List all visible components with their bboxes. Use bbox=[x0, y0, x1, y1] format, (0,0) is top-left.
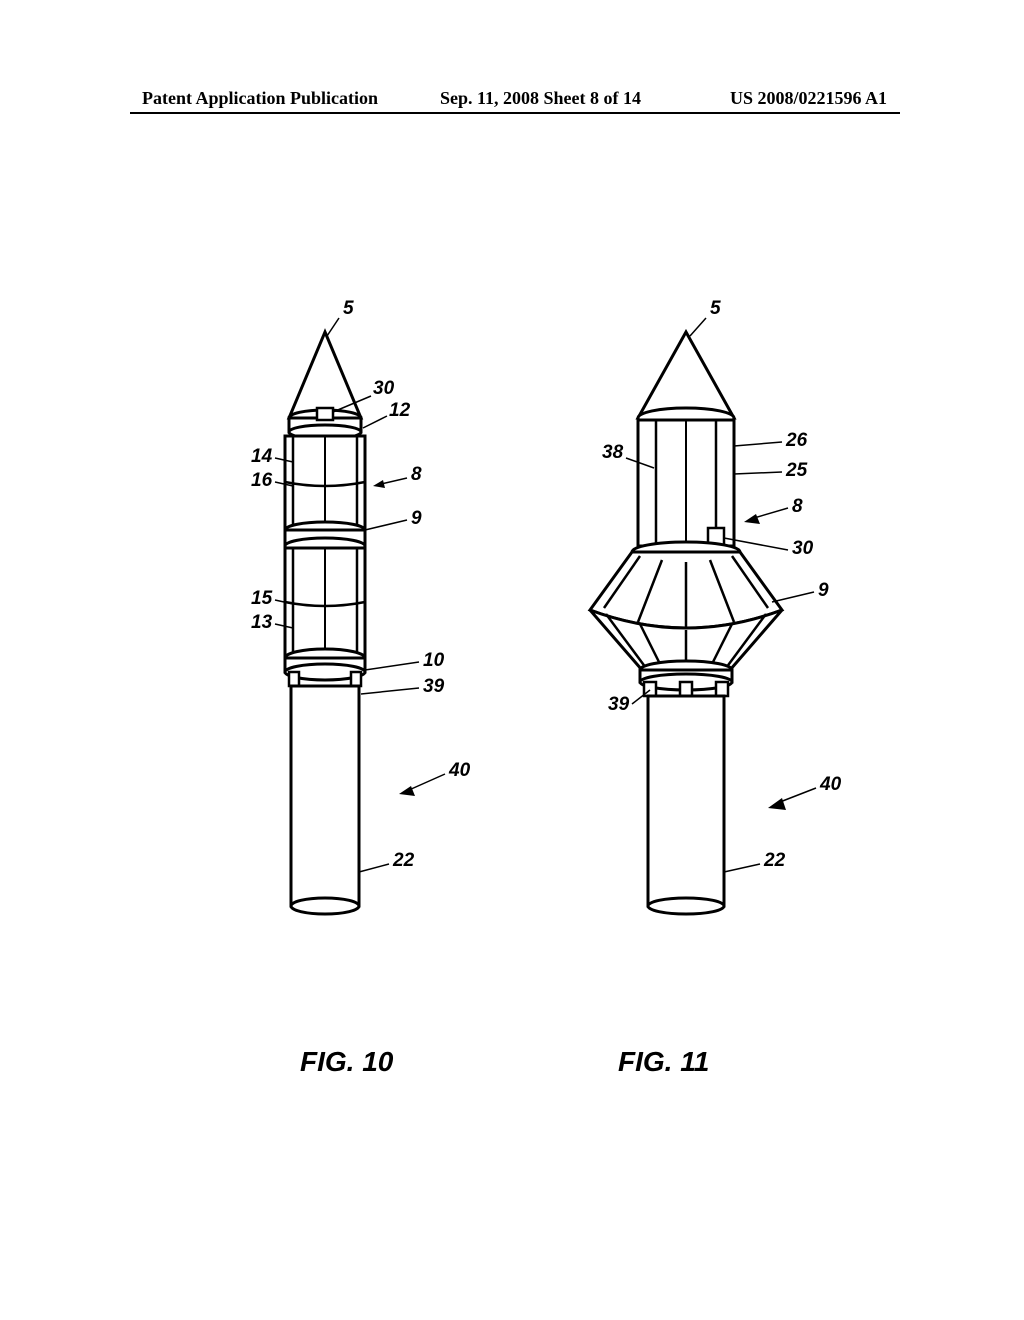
header-divider bbox=[130, 112, 900, 114]
svg-text:9: 9 bbox=[818, 580, 829, 601]
svg-text:10: 10 bbox=[423, 650, 445, 671]
svg-text:40: 40 bbox=[819, 774, 842, 795]
svg-text:22: 22 bbox=[392, 850, 415, 871]
svg-text:9: 9 bbox=[411, 508, 422, 529]
svg-text:8: 8 bbox=[411, 464, 422, 485]
header-docnum: US 2008/0221596 A1 bbox=[730, 88, 887, 109]
svg-text:30: 30 bbox=[373, 378, 395, 399]
header-sheet: Sep. 11, 2008 Sheet 8 of 14 bbox=[440, 88, 641, 109]
svg-text:5: 5 bbox=[343, 298, 354, 319]
fig11-drawing: 5 26 25 38 8 30 9 39 bbox=[590, 298, 842, 914]
svg-text:25: 25 bbox=[785, 460, 808, 481]
figures-svg: 5 30 12 14 16 8 9 15 bbox=[160, 280, 880, 1020]
svg-text:26: 26 bbox=[785, 430, 808, 451]
svg-text:16: 16 bbox=[251, 470, 273, 491]
svg-text:12: 12 bbox=[389, 400, 411, 421]
svg-text:14: 14 bbox=[251, 446, 273, 467]
figures-area: 5 30 12 14 16 8 9 15 bbox=[160, 280, 880, 1020]
svg-text:39: 39 bbox=[423, 676, 445, 697]
svg-text:39: 39 bbox=[608, 694, 630, 715]
fig11-caption: FIG. 11 bbox=[618, 1046, 709, 1078]
svg-text:22: 22 bbox=[763, 850, 786, 871]
header-publication: Patent Application Publication bbox=[142, 88, 378, 109]
fig10-caption: FIG. 10 bbox=[300, 1046, 393, 1078]
svg-text:5: 5 bbox=[710, 298, 721, 319]
fig10-drawing: 5 30 12 14 16 8 9 15 bbox=[251, 298, 471, 914]
patent-page: Patent Application Publication Sep. 11, … bbox=[0, 0, 1024, 1320]
svg-text:30: 30 bbox=[792, 538, 814, 559]
svg-text:13: 13 bbox=[251, 612, 273, 633]
svg-text:8: 8 bbox=[792, 496, 803, 517]
svg-text:40: 40 bbox=[448, 760, 471, 781]
svg-text:38: 38 bbox=[602, 442, 624, 463]
svg-text:15: 15 bbox=[251, 588, 273, 609]
